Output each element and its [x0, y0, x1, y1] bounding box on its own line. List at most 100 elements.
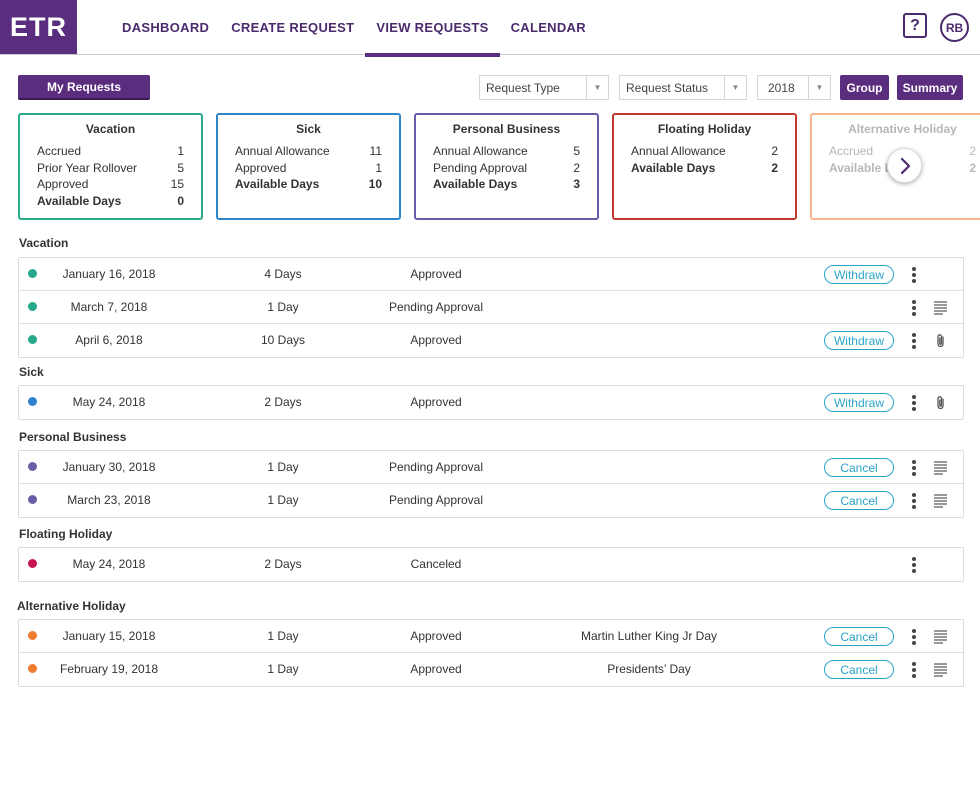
card-row: Annual Allowance 2: [631, 143, 778, 160]
cancel-button[interactable]: Cancel: [824, 627, 894, 646]
request-row[interactable]: January 30, 2018 1 Day Pending Approval Can…: [19, 451, 963, 484]
card-row-label: Available Days: [433, 177, 518, 191]
request-duration: 1 Day: [267, 493, 299, 507]
card-row: Annual Allowance 11: [235, 143, 382, 160]
card-row-label: Accrued: [829, 144, 874, 158]
request-status-select[interactable]: Request Status ▼: [619, 75, 747, 100]
section-title-sick: Sick: [19, 365, 44, 379]
nav-create-request[interactable]: CREATE REQUEST: [231, 20, 355, 35]
request-row[interactable]: April 6, 2018 10 Days Approved Withdraw: [19, 324, 963, 357]
request-duration: 1 Day: [267, 460, 299, 474]
category-dot-icon: [28, 495, 37, 504]
card-row-label: Available Days: [631, 160, 716, 175]
card-row-value: 3: [573, 177, 580, 191]
request-date: January 30, 2018: [62, 460, 156, 474]
card-row-label: Available Days: [235, 177, 320, 191]
request-row[interactable]: March 7, 2018 1 Day Pending Approval: [19, 291, 963, 324]
request-row[interactable]: May 24, 2018 2 Days Canceled: [19, 548, 963, 581]
card-title: Floating Holiday: [657, 122, 752, 136]
more-options-icon[interactable]: [908, 459, 920, 477]
request-duration: 1 Day: [267, 629, 299, 643]
request-status: Pending Approval: [388, 493, 484, 507]
request-duration: 4 Days: [264, 267, 302, 281]
section-title-personal-business: Personal Business: [19, 430, 127, 444]
lines-icon[interactable]: [933, 460, 949, 476]
request-status: Approved: [410, 267, 462, 281]
card-row-label: Approved: [37, 177, 89, 191]
card-row-value: 1: [177, 144, 184, 158]
request-duration: 1 Day: [267, 662, 299, 676]
more-options-icon[interactable]: [908, 299, 920, 317]
request-note: Presidents’ Day: [607, 662, 691, 676]
lines-icon[interactable]: [933, 662, 949, 678]
more-options-icon[interactable]: [908, 332, 920, 350]
more-options-icon[interactable]: [908, 492, 920, 510]
card-title: Alternative Holiday: [848, 122, 957, 136]
lines-icon[interactable]: [933, 493, 949, 509]
balance-card-floating-holiday[interactable]: Floating Holiday Annual Allowance 2 Availab…: [612, 113, 797, 220]
card-row: Available Days 0: [37, 193, 184, 210]
more-options-icon[interactable]: [908, 556, 920, 574]
request-row[interactable]: January 16, 2018 4 Days Approved Withdraw: [19, 258, 963, 291]
lines-icon[interactable]: [933, 629, 949, 645]
request-row[interactable]: May 24, 2018 2 Days Approved Withdraw: [19, 386, 963, 419]
my-requests-button[interactable]: My Requests: [18, 75, 150, 100]
card-title: Vacation: [85, 122, 136, 136]
request-type-value: Request Type: [486, 80, 560, 95]
card-row: Available Days 2: [631, 160, 778, 177]
help-icon[interactable]: ?: [903, 13, 927, 38]
category-dot-icon: [28, 664, 37, 673]
balance-card-personal-business[interactable]: Personal Business Annual Allowance 5 Pendin…: [414, 113, 599, 220]
card-row: Accrued 1: [37, 143, 184, 160]
section-title-vacation: Vacation: [19, 236, 69, 250]
request-status: Approved: [410, 333, 462, 347]
card-row: Prior Year Rollover 5: [37, 160, 184, 177]
request-status: Pending Approval: [388, 300, 484, 314]
more-options-icon[interactable]: [908, 628, 920, 646]
lines-icon[interactable]: [933, 300, 949, 316]
balance-card-vacation[interactable]: Vacation Accrued 1 Prior Year Rollover 5 Appr…: [18, 113, 203, 220]
next-cards-button[interactable]: [887, 148, 922, 183]
cancel-button[interactable]: Cancel: [824, 491, 894, 510]
paperclip-icon[interactable]: [933, 395, 949, 411]
group-button[interactable]: Group: [840, 75, 889, 100]
card-row: Approved 15: [37, 176, 184, 193]
request-status: Approved: [410, 395, 462, 409]
request-group-alternative-holiday: January 15, 2018 1 Day Approved Martin Luth…: [18, 619, 964, 687]
card-row-value: 2: [573, 160, 580, 175]
request-date: January 16, 2018: [62, 267, 156, 281]
card-row-value: 2: [771, 144, 778, 158]
request-status: Approved: [410, 629, 462, 643]
card-row: Approved 1: [235, 160, 382, 177]
paperclip-icon[interactable]: [933, 333, 949, 349]
card-row-label: Annual Allowance: [235, 144, 330, 158]
request-type-select[interactable]: Request Type ▼: [479, 75, 609, 100]
card-row-value: 11: [369, 144, 382, 158]
nav-dashboard[interactable]: DASHBOARD: [122, 20, 210, 35]
more-options-icon[interactable]: [908, 266, 920, 284]
request-date: April 6, 2018: [75, 333, 143, 347]
etr-logo[interactable]: ETR: [0, 0, 77, 54]
request-row[interactable]: January 15, 2018 1 Day Approved Martin Luth…: [19, 620, 963, 653]
chevron-down-icon: ▼: [808, 76, 830, 99]
year-value: 2018: [768, 80, 795, 95]
category-dot-icon: [28, 462, 37, 471]
balance-card-sick[interactable]: Sick Annual Allowance 11 Approved 1 Available…: [216, 113, 401, 220]
nav-view-requests[interactable]: VIEW REQUESTS: [365, 0, 500, 57]
card-row-value: 2: [969, 144, 976, 158]
more-options-icon[interactable]: [908, 661, 920, 679]
withdraw-button[interactable]: Withdraw: [824, 265, 894, 284]
year-select[interactable]: 2018 ▼: [757, 75, 831, 100]
request-duration: 1 Day: [267, 300, 299, 314]
nav-calendar[interactable]: CALENDAR: [510, 20, 586, 35]
more-options-icon[interactable]: [908, 394, 920, 412]
withdraw-button[interactable]: Withdraw: [824, 331, 894, 350]
request-row[interactable]: March 23, 2018 1 Day Pending Approval Cance…: [19, 484, 963, 517]
request-status: Approved: [410, 662, 462, 676]
request-row[interactable]: February 19, 2018 1 Day Approved Presidents…: [19, 653, 963, 686]
cancel-button[interactable]: Cancel: [824, 458, 894, 477]
cancel-button[interactable]: Cancel: [824, 660, 894, 679]
user-avatar[interactable]: RB: [940, 13, 969, 42]
withdraw-button[interactable]: Withdraw: [824, 393, 894, 412]
summary-button[interactable]: Summary: [897, 75, 963, 100]
